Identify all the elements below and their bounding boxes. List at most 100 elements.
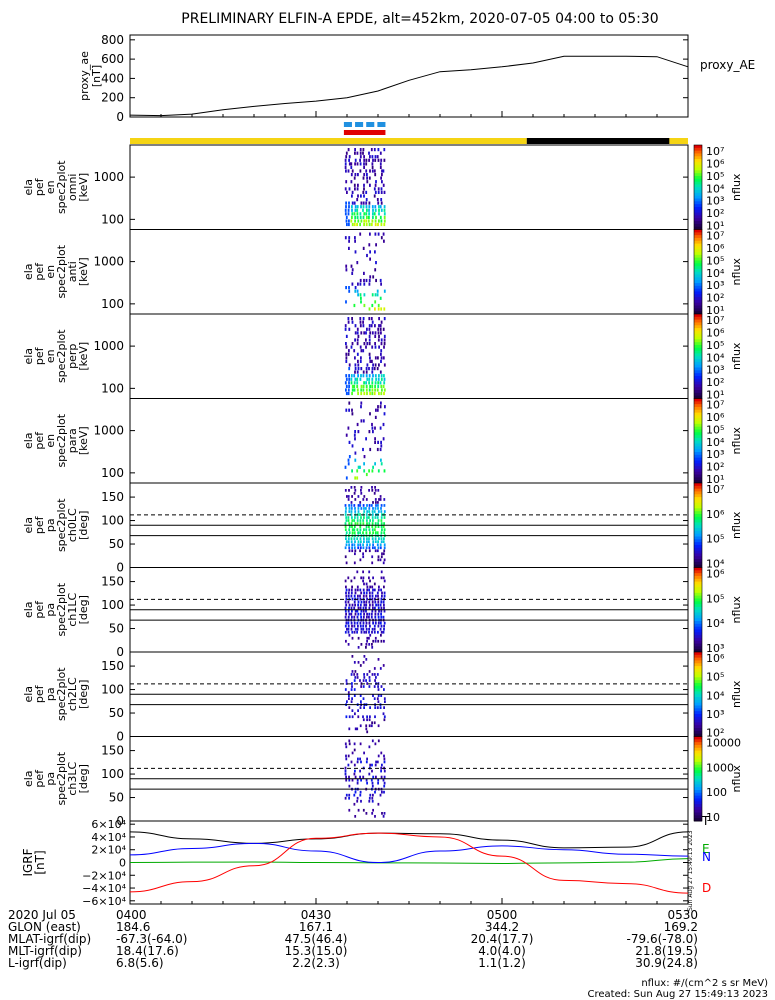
spec-cell bbox=[354, 331, 357, 335]
spec-cell bbox=[366, 615, 368, 619]
spec-cell bbox=[359, 588, 362, 592]
ylabel-line: omni bbox=[66, 174, 79, 201]
spec-cell bbox=[359, 504, 362, 507]
spec-cell bbox=[371, 320, 374, 324]
spec-cell bbox=[377, 624, 380, 628]
spec-cell bbox=[368, 537, 370, 540]
spec-cell bbox=[374, 815, 376, 818]
colorbar-cell bbox=[694, 604, 702, 608]
spec-cell bbox=[383, 148, 386, 152]
spec-cell bbox=[368, 222, 371, 227]
units-note: nflux: #/(cm^2 s sr MeV) bbox=[641, 978, 768, 989]
spec-cell bbox=[378, 609, 380, 613]
spec-cell bbox=[383, 757, 386, 761]
spec-cell bbox=[373, 667, 376, 670]
spec-cell bbox=[370, 222, 373, 227]
spec-cell bbox=[362, 615, 365, 619]
colorbar-cell bbox=[694, 344, 702, 349]
spec-cell bbox=[348, 633, 351, 637]
spec-cell bbox=[348, 507, 351, 510]
spec-cell bbox=[363, 155, 365, 159]
spec-cell bbox=[383, 208, 386, 212]
spec-cell bbox=[356, 422, 359, 427]
spec-cell bbox=[373, 510, 376, 513]
spec-cell bbox=[375, 243, 377, 247]
ylabel-line: spec2plot bbox=[55, 244, 68, 298]
spec-cell bbox=[383, 363, 386, 367]
spec-cell bbox=[377, 327, 380, 331]
colorbar-cell bbox=[694, 432, 702, 436]
spec-cell bbox=[351, 528, 354, 531]
spec-cell bbox=[356, 331, 359, 335]
spec-cell bbox=[348, 367, 351, 371]
spec-cell bbox=[375, 676, 377, 679]
colorbar-cell bbox=[694, 812, 702, 816]
colorbar-cell bbox=[694, 339, 702, 343]
spec-cell bbox=[372, 808, 374, 812]
proxy-ae-tick-label: 800 bbox=[101, 33, 124, 47]
spec-cell bbox=[362, 621, 365, 625]
spec-cell bbox=[363, 751, 365, 755]
spec-cell bbox=[377, 232, 380, 236]
ylabel-line: en bbox=[44, 349, 57, 363]
colorbar-cell bbox=[694, 728, 702, 732]
spec-tick-label: 1000 bbox=[93, 424, 124, 438]
status-bar-yellow-end bbox=[669, 138, 688, 144]
spec-cell bbox=[380, 504, 383, 507]
proxy-ae-frame bbox=[129, 34, 689, 118]
pa-tick-label: 100 bbox=[101, 767, 124, 781]
spec-cell bbox=[377, 802, 380, 806]
ylabel-line: pef bbox=[33, 515, 46, 534]
spec-cell bbox=[369, 359, 372, 363]
spec-cell bbox=[356, 516, 359, 519]
spec-cell bbox=[377, 606, 380, 610]
spec-cell bbox=[368, 381, 370, 385]
spec-cell bbox=[356, 796, 359, 800]
spec-cell bbox=[371, 303, 374, 308]
colorbar-cell bbox=[694, 564, 702, 568]
spec-cell bbox=[374, 232, 377, 236]
pa-tick-label: 50 bbox=[109, 791, 124, 805]
ylabel-line: pa bbox=[44, 687, 57, 701]
spec-cell bbox=[380, 540, 383, 543]
spec-cell bbox=[357, 603, 359, 607]
spec-cell bbox=[363, 673, 365, 676]
spec-cell bbox=[374, 597, 376, 601]
spec-cell bbox=[348, 525, 351, 528]
colorbar-cell bbox=[694, 437, 702, 442]
spec-cell bbox=[362, 151, 364, 155]
spec-cell bbox=[380, 282, 382, 286]
spec-cell bbox=[371, 739, 374, 743]
spec-cell bbox=[380, 352, 382, 356]
spec-cell bbox=[380, 537, 383, 540]
spec-cell bbox=[362, 388, 365, 392]
footer-value: 184.6 bbox=[116, 920, 150, 934]
spec-cell bbox=[356, 342, 359, 346]
spec-cell bbox=[363, 194, 365, 198]
spec-cell bbox=[368, 685, 371, 688]
spec-cell bbox=[365, 158, 368, 162]
spec-cell bbox=[360, 300, 362, 304]
spec-cell bbox=[360, 486, 363, 489]
spec-cell bbox=[348, 239, 350, 243]
spec-cell bbox=[377, 658, 380, 661]
colorbar-label: 10⁴ bbox=[706, 436, 725, 449]
spec-cell bbox=[347, 516, 350, 519]
spec-cell bbox=[359, 278, 362, 283]
status-bar-yellow bbox=[130, 138, 527, 144]
colorbar-cell bbox=[694, 654, 702, 659]
spec-cell bbox=[383, 543, 386, 547]
spec-cell bbox=[363, 603, 366, 607]
spec-cell bbox=[351, 609, 353, 613]
spec-ylabel: elapefpaspec2plotch1LC[deg] bbox=[22, 582, 90, 636]
spec-cell bbox=[368, 507, 371, 510]
spec-cell bbox=[362, 543, 364, 547]
spec-cell bbox=[363, 158, 366, 162]
footer-value: 0530 bbox=[667, 908, 698, 922]
spec-cell bbox=[359, 594, 361, 598]
spec-cell bbox=[347, 388, 350, 392]
spec-cell bbox=[345, 408, 348, 412]
spec-cell bbox=[347, 519, 350, 522]
spec-cell bbox=[363, 173, 366, 177]
spec-cell bbox=[347, 754, 350, 758]
